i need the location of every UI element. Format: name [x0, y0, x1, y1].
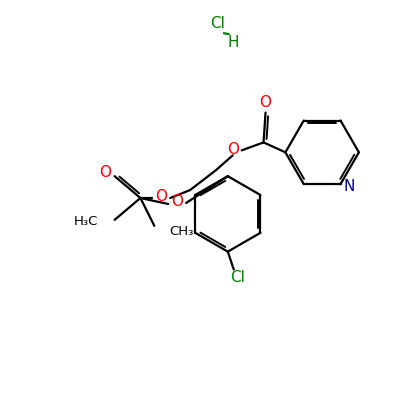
- Text: CH₃: CH₃: [169, 225, 194, 238]
- Text: O: O: [171, 194, 183, 210]
- Text: H: H: [227, 35, 238, 50]
- Text: O: O: [155, 188, 167, 204]
- Text: O: O: [260, 95, 272, 110]
- Text: N: N: [344, 179, 355, 194]
- Text: H₃C: H₃C: [73, 215, 98, 228]
- Text: O: O: [227, 142, 239, 157]
- Text: Cl: Cl: [230, 270, 245, 285]
- Text: O: O: [99, 165, 111, 180]
- Text: Cl: Cl: [210, 16, 225, 31]
